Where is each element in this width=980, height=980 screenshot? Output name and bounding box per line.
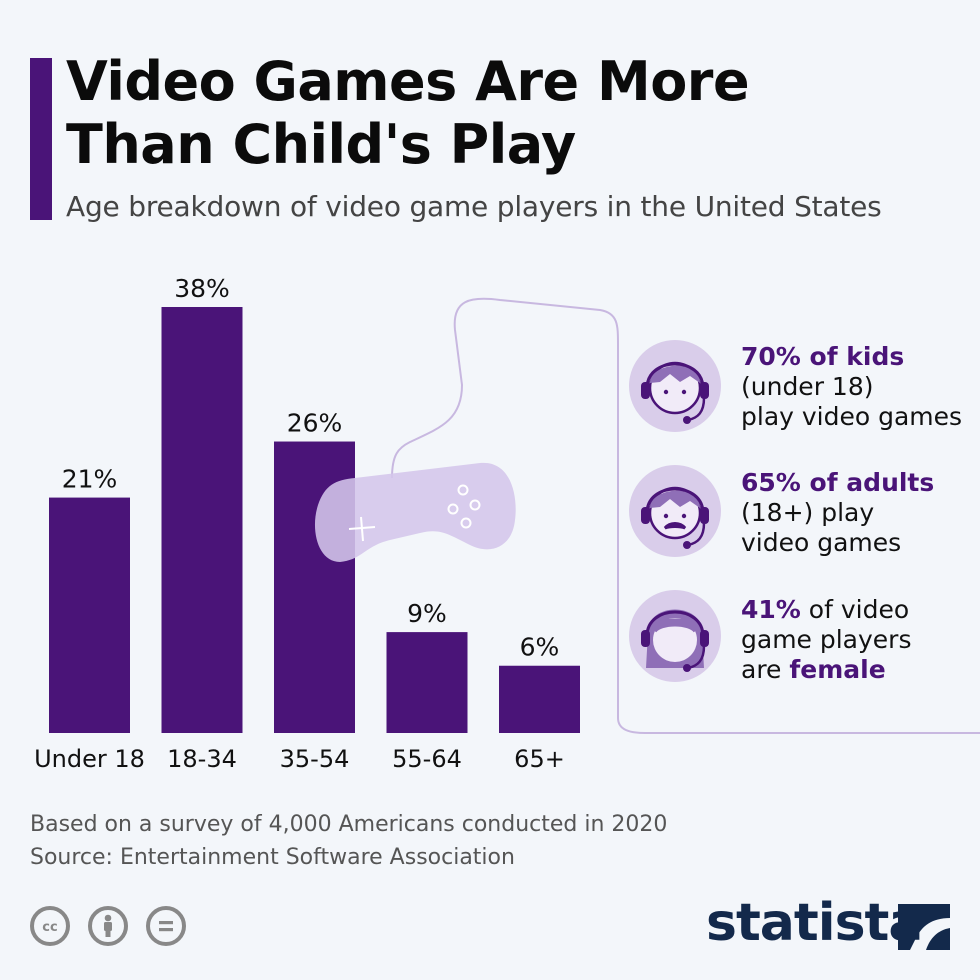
fact-adults-line3: video games bbox=[741, 528, 902, 557]
bar-value-label: 38% bbox=[174, 274, 230, 303]
value-labels-group: 21% 38% 26% 9% 6% bbox=[62, 274, 560, 662]
fact-female-line1-rest: of video bbox=[800, 595, 910, 624]
category-label: 18-34 bbox=[167, 745, 237, 773]
fact-adults-line2: (18+) play bbox=[741, 498, 875, 527]
bars-group bbox=[49, 307, 580, 733]
category-label: 55-64 bbox=[392, 745, 462, 773]
page-title: Video Games Are More Than Child's Play bbox=[66, 50, 750, 176]
connector-line bbox=[391, 297, 980, 734]
bar-18-34 bbox=[161, 307, 243, 733]
fact-female-highlight: 41% bbox=[741, 595, 801, 624]
fact-adults: 65% of adults (18+) play video games bbox=[741, 468, 934, 558]
fact-female-line3-prefix: are bbox=[741, 655, 790, 684]
statista-logo-mark-icon bbox=[898, 904, 950, 950]
bar-55-64 bbox=[386, 632, 468, 733]
man-headset-icon bbox=[629, 465, 721, 557]
bar-65- bbox=[499, 665, 580, 733]
bar-value-label: 9% bbox=[407, 599, 447, 628]
fact-adults-highlight: 65% of adults bbox=[741, 468, 935, 497]
fact-kids-line2: (under 18) bbox=[741, 372, 874, 401]
category-labels-group: Under 18 18-34 35-54 55-64 65+ bbox=[34, 745, 565, 773]
creative-commons-icon[interactable]: cc bbox=[30, 906, 70, 946]
gamepad-icon bbox=[314, 462, 516, 562]
category-label: 65+ bbox=[514, 745, 565, 773]
bar-value-label: 21% bbox=[62, 465, 118, 494]
fact-kids: 70% of kids (under 18) play video games bbox=[741, 342, 962, 432]
title-accent-bar bbox=[30, 58, 52, 220]
no-derivatives-icon[interactable] bbox=[146, 906, 186, 946]
fact-female: 41% of video game players are female bbox=[741, 595, 911, 685]
subtitle: Age breakdown of video game players in t… bbox=[66, 190, 882, 223]
title-line-2: Than Child's Play bbox=[66, 113, 576, 176]
boy-headset-icon bbox=[629, 340, 721, 432]
bar-under-18 bbox=[49, 497, 130, 733]
category-label: 35-54 bbox=[280, 745, 350, 773]
fact-female-line2: game players bbox=[741, 625, 912, 654]
bar-value-label: 6% bbox=[520, 633, 560, 662]
bar-value-label: 26% bbox=[287, 409, 343, 438]
statista-logo[interactable]: statista bbox=[706, 893, 923, 953]
brand-name: statista bbox=[706, 893, 923, 953]
survey-note: Based on a survey of 4,000 Americans con… bbox=[30, 812, 668, 837]
woman-headset-icon bbox=[629, 590, 721, 682]
svg-text:cc: cc bbox=[42, 920, 57, 935]
title-line-1: Video Games Are More bbox=[66, 50, 750, 113]
source-note: Source: Entertainment Software Associati… bbox=[30, 845, 515, 870]
attribution-icon[interactable] bbox=[88, 906, 128, 946]
fact-female-line3-highlight: female bbox=[789, 655, 886, 684]
category-label: Under 18 bbox=[34, 745, 145, 773]
fact-kids-line3: play video games bbox=[741, 402, 963, 431]
fact-kids-highlight: 70% of kids bbox=[741, 342, 905, 371]
